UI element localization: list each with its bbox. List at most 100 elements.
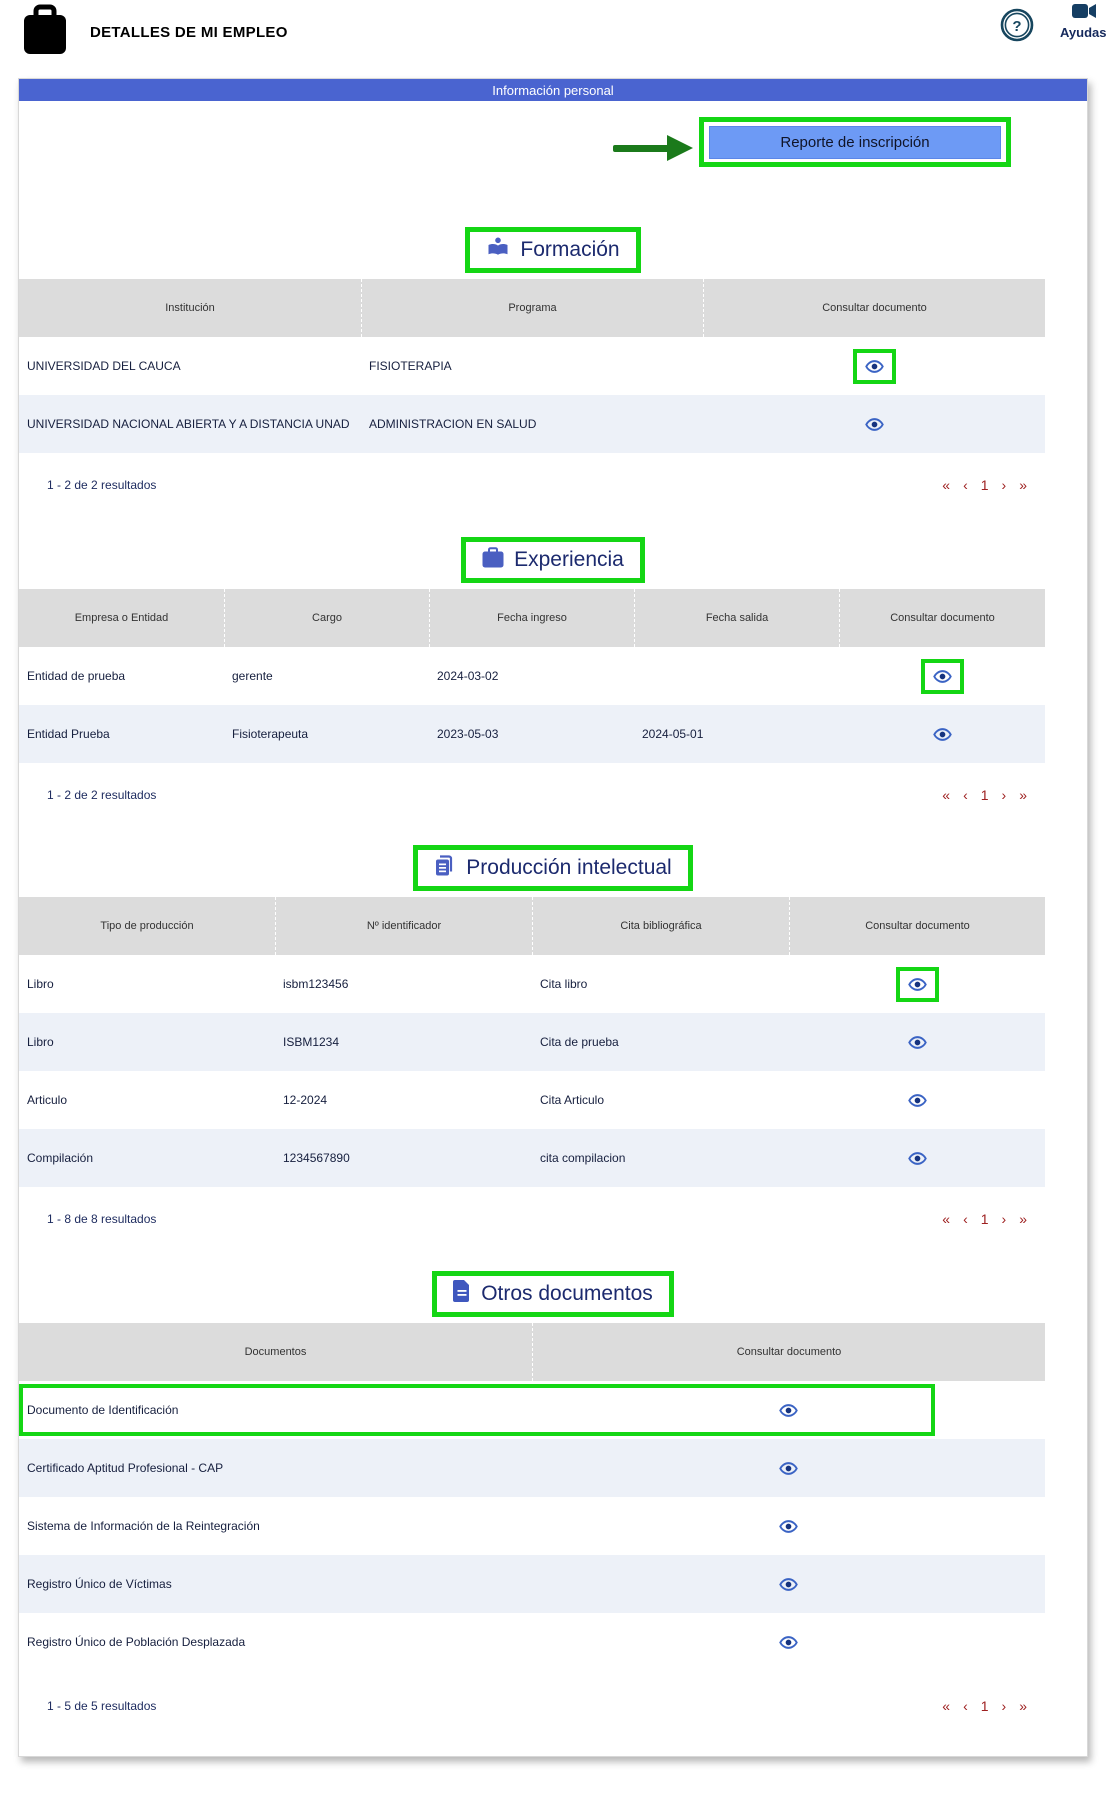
column-header-identificador: Nº identificador: [275, 897, 532, 955]
last-page-button[interactable]: »: [1019, 1698, 1027, 1714]
video-camera-icon: [1072, 3, 1106, 24]
view-document-button[interactable]: [779, 1633, 798, 1652]
eye-icon: [932, 727, 952, 741]
eye-icon: [779, 1519, 798, 1533]
panel-title: Información personal: [492, 82, 614, 98]
view-document-button[interactable]: [907, 1091, 927, 1110]
page-number[interactable]: 1: [980, 477, 989, 493]
cell-identificador: 1234567890: [283, 1151, 350, 1165]
cell-programa: FISIOTERAPIA: [369, 359, 452, 373]
eye-icon: [779, 1403, 798, 1417]
personal-info-panel: Información personal Reporte de inscripc…: [18, 78, 1088, 1757]
produccion-title: Producción intelectual: [466, 856, 672, 879]
formacion-title: Formación: [520, 238, 620, 261]
report-button-highlight-box: Reporte de inscripción: [699, 117, 1011, 167]
otros-heading: Otros documentos: [432, 1271, 674, 1317]
view-document-button[interactable]: [779, 1401, 798, 1420]
panel-title-bar: Información personal: [19, 79, 1087, 101]
last-page-button[interactable]: »: [1019, 1211, 1027, 1227]
cell-programa: ADMINISTRACION EN SALUD: [369, 417, 537, 431]
column-header-consultar: Consultar documento: [839, 589, 1045, 647]
view-document-button[interactable]: [864, 415, 884, 434]
annotation-arrow: [613, 135, 697, 161]
help-videos-label: Ayudas: [1060, 25, 1106, 40]
cell-tipo: Articulo: [27, 1093, 68, 1107]
pagination-controls: « ‹ 1 › »: [942, 787, 1027, 803]
cell-cita: Cita de prueba: [540, 1035, 619, 1049]
view-document-button[interactable]: [907, 1033, 927, 1052]
table-row: Registro Único de Víctimas: [19, 1555, 1045, 1613]
report-inscription-button[interactable]: Reporte de inscripción: [709, 125, 1001, 159]
prev-page-button[interactable]: ‹: [963, 477, 968, 493]
last-page-button[interactable]: »: [1019, 477, 1027, 493]
table-row: Entidad de prueba gerente 2024-03-02: [19, 647, 1045, 705]
cell-empresa: Entidad de prueba: [27, 669, 126, 683]
cell-identificador: isbm123456: [283, 977, 349, 991]
view-document-button[interactable]: [864, 357, 884, 376]
help-videos-button[interactable]: Ayudas: [1060, 3, 1106, 42]
prev-page-button[interactable]: ‹: [963, 1211, 968, 1227]
produccion-heading: Producción intelectual: [413, 845, 693, 891]
briefcase-logo-icon: [22, 4, 68, 61]
table-row: Documento de Identificación: [19, 1381, 1045, 1439]
cell-tipo: Libro: [27, 977, 54, 991]
help-question-icon[interactable]: ?: [1000, 8, 1034, 47]
formacion-heading-wrap: Formación: [19, 227, 1087, 273]
otros-pagination: 1 - 5 de 5 resultados « ‹ 1 › »: [19, 1671, 1087, 1741]
eye-highlight-box: [852, 348, 896, 384]
first-page-button[interactable]: «: [942, 787, 951, 803]
next-page-button[interactable]: ›: [1001, 1211, 1007, 1227]
formacion-heading: Formación: [465, 227, 641, 273]
cell-empresa: Entidad Prueba: [27, 727, 110, 741]
top-header: DETALLES DE MI EMPLEO ? Ayudas: [0, 0, 1106, 70]
table-row: Articulo 12-2024 Cita Articulo: [19, 1071, 1045, 1129]
column-header-fecha-ingreso: Fecha ingreso: [429, 589, 634, 647]
first-page-button[interactable]: «: [942, 1698, 951, 1714]
view-document-button[interactable]: [907, 1149, 927, 1168]
column-header-institucion: Institución: [165, 302, 215, 314]
formacion-pagination: 1 - 2 de 2 resultados « ‹ 1 › »: [19, 453, 1087, 517]
formacion-table: Institución Programa Consultar documento…: [19, 279, 1045, 453]
table-row: UNIVERSIDAD NACIONAL ABIERTA Y A DISTANC…: [19, 395, 1045, 453]
next-page-button[interactable]: ›: [1001, 1698, 1007, 1714]
cell-cita: Cita Articulo: [540, 1093, 605, 1107]
cell-identificador: 12-2024: [283, 1093, 328, 1107]
eye-icon: [907, 1151, 927, 1165]
view-document-button[interactable]: [932, 667, 952, 686]
table-row: Certificado Aptitud Profesional - CAP: [19, 1439, 1045, 1497]
cell-identificador: ISBM1234: [283, 1035, 340, 1049]
cell-cita: cita compilacion: [540, 1151, 626, 1165]
first-page-button[interactable]: «: [942, 477, 951, 493]
view-document-button[interactable]: [932, 725, 952, 744]
last-page-button[interactable]: »: [1019, 787, 1027, 803]
prev-page-button[interactable]: ‹: [963, 787, 968, 803]
pagination-summary: 1 - 2 de 2 resultados: [47, 788, 157, 802]
next-page-button[interactable]: ›: [1001, 787, 1007, 803]
prev-page-button[interactable]: ‹: [963, 1698, 968, 1714]
report-row: Reporte de inscripción: [19, 101, 1087, 197]
page-number[interactable]: 1: [980, 787, 989, 803]
produccion-table-header: Tipo de producción Nº identificador Cita…: [19, 897, 1045, 955]
page-number[interactable]: 1: [980, 1211, 989, 1227]
eye-icon: [907, 977, 927, 991]
briefcase-icon: [482, 546, 504, 574]
eye-icon: [907, 1035, 927, 1049]
view-document-button[interactable]: [779, 1459, 798, 1478]
cell-cargo: gerente: [232, 669, 273, 683]
table-row: Entidad Prueba Fisioterapeuta 2023-05-03…: [19, 705, 1045, 763]
view-document-button[interactable]: [779, 1517, 798, 1536]
eye-icon: [864, 417, 884, 431]
view-document-button[interactable]: [907, 975, 927, 994]
formacion-table-header: Institución Programa Consultar documento: [19, 279, 1045, 337]
next-page-button[interactable]: ›: [1001, 477, 1007, 493]
cell-tipo: Compilación: [27, 1151, 94, 1165]
page-number[interactable]: 1: [980, 1698, 989, 1714]
pagination-summary: 1 - 8 de 8 resultados: [47, 1212, 157, 1226]
experiencia-title: Experiencia: [514, 548, 624, 571]
pagination-controls: « ‹ 1 › »: [942, 1211, 1027, 1227]
table-row: Sistema de Información de la Reintegraci…: [19, 1497, 1045, 1555]
first-page-button[interactable]: «: [942, 1211, 951, 1227]
view-document-button[interactable]: [779, 1575, 798, 1594]
produccion-pagination: 1 - 8 de 8 resultados « ‹ 1 › »: [19, 1187, 1087, 1251]
experiencia-heading: Experiencia: [461, 537, 645, 583]
